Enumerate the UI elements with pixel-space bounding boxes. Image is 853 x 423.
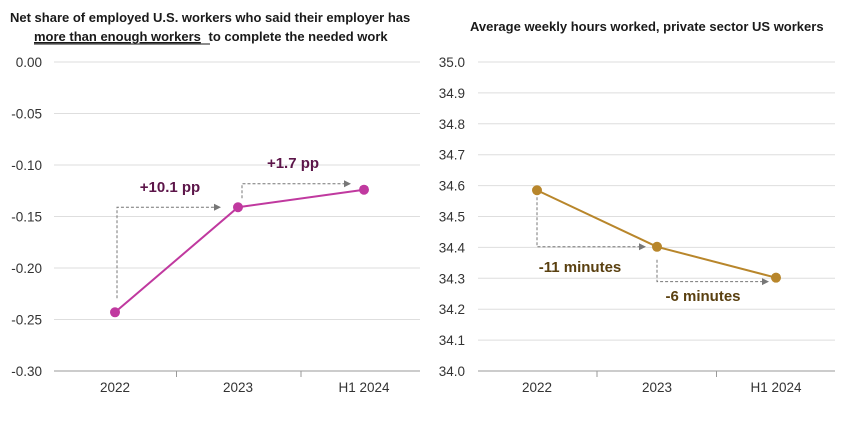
annotation-right-minus-11-minutes: -11 minutes: [539, 259, 622, 276]
right-y-tick-label: 34.3: [439, 271, 465, 286]
right-annotation-arrow-line: [536, 197, 639, 248]
left-chart-title-line1: Net share of employed U.S. workers who s…: [10, 10, 410, 25]
right-x-tick-label: H1 2024: [750, 380, 802, 395]
left-x-tick-label: H1 2024: [338, 380, 390, 395]
left-annotation-arrow-head: [214, 203, 221, 211]
left-x-tick-label: 2022: [100, 380, 130, 395]
left-data-point: [359, 184, 369, 195]
right-annotation-arrow-head: [762, 278, 769, 286]
right-y-tick-label: 34.0: [439, 364, 465, 379]
left-chart-title-rest: to complete the needed work: [209, 29, 389, 44]
annotation-left-plus-1-7-pp: +1.7 pp: [267, 155, 319, 172]
right-y-tick-label: 34.5: [439, 210, 465, 225]
left-y-tick-label: -0.25: [11, 313, 42, 328]
left-y-tick-label: -0.15: [11, 210, 42, 225]
left-x-tick-label: 2023: [223, 380, 253, 395]
left-chart: 0.00 -0.05 -0.10 -0.15 -0.20 -0.25 -0.30 2022 20…: [11, 55, 420, 395]
right-x-tick-label: 2022: [522, 380, 552, 395]
right-y-tick-label: 35.0: [439, 55, 465, 70]
left-chart-title-line2: more than enough workers to complete the…: [34, 29, 388, 44]
right-data-point: [771, 272, 781, 283]
right-y-tick-label: 34.4: [439, 240, 466, 255]
left-y-tick-label: -0.10: [11, 158, 42, 173]
left-data-point: [110, 307, 120, 318]
right-annotation-arrow-head: [639, 243, 646, 251]
right-y-tick-label: 34.8: [439, 117, 465, 132]
right-y-tick-label: 34.9: [439, 86, 465, 101]
left-y-tick-label: -0.20: [11, 261, 42, 276]
annotation-left-plus-10-1-pp: +10.1 pp: [140, 179, 200, 196]
left-y-tick-label: -0.05: [11, 107, 42, 122]
left-annotation-arrow-line: [241, 183, 344, 199]
right-x-tick-label: 2023: [642, 380, 672, 395]
right-y-tick-label: 34.6: [439, 179, 465, 194]
left-y-tick-label: -0.30: [11, 364, 42, 379]
right-y-tick-label: 34.2: [439, 302, 465, 317]
left-annotation-arrow-head: [344, 180, 351, 188]
left-chart-title-underlined: more than enough workers: [34, 29, 201, 44]
right-data-point: [652, 241, 662, 252]
right-chart: 35.0 34.9 34.8 34.7 34.6 34.5 34.4 34.3 34.2 34.1…: [439, 55, 835, 395]
annotation-right-minus-6-minutes: -6 minutes: [665, 288, 740, 305]
left-annotation-arrow-line: [116, 206, 214, 299]
left-data-point: [233, 202, 243, 213]
right-y-tick-label: 34.1: [439, 333, 465, 348]
left-y-tick-label: 0.00: [16, 55, 42, 70]
right-data-point: [532, 185, 542, 196]
right-annotation-arrow-line: [656, 259, 762, 283]
right-chart-title: Average weekly hours worked, private sec…: [470, 19, 824, 34]
right-y-tick-label: 34.7: [439, 148, 465, 163]
